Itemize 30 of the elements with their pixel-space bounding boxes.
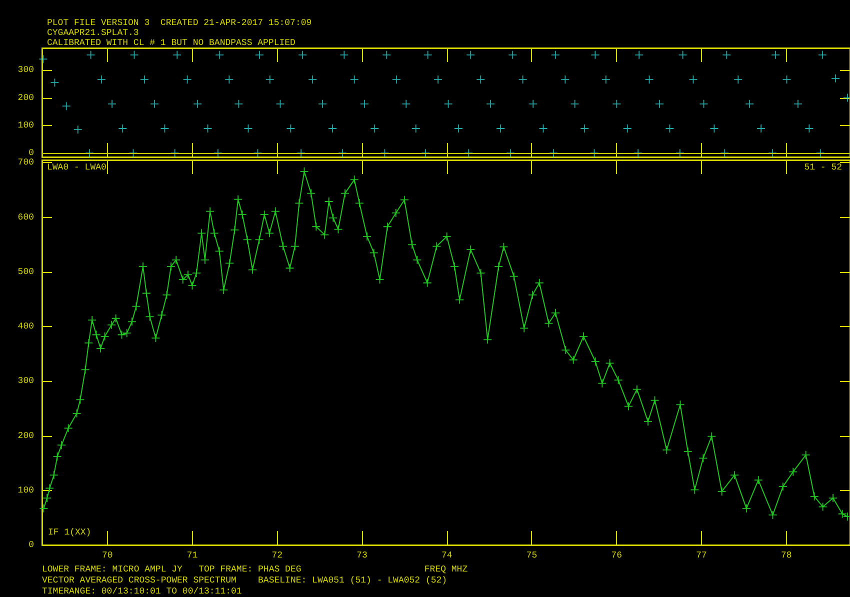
x-tick-label: 70 bbox=[102, 550, 113, 560]
text: LOWER FRAME: MICRO AMPL JY TOP FRAME: PHAS DEG bbox=[42, 564, 302, 574]
text: TIMERANGE: 00/13:10:01 TO 00/13:11:01 bbox=[42, 586, 242, 596]
y-tick-label: 0 bbox=[28, 148, 34, 158]
x-tick-label: 74 bbox=[441, 550, 452, 560]
text: VECTOR AVERAGED CROSS-POWER SPECTRUM BASELINE: LWA051 (51) - LWA052 (52) bbox=[42, 576, 448, 586]
y-tick-label: 200 bbox=[18, 430, 34, 441]
y-tick-label: 500 bbox=[18, 266, 34, 277]
chart-subtitle: CYGAAPR21.SPLAT.3 CALIBRATED WITH CL # 1 BUT NO BANDPASS APPLIED bbox=[47, 28, 296, 48]
annotation: 51 - 52 bbox=[804, 162, 842, 172]
x-tick-label: 76 bbox=[611, 550, 622, 560]
y-tick-label: 100 bbox=[18, 485, 34, 496]
y-tick-label: 700 bbox=[18, 158, 34, 168]
x-tick-label: 72 bbox=[272, 550, 283, 560]
x-tick-label: 73 bbox=[356, 550, 368, 560]
y-tick-label: 300 bbox=[18, 65, 34, 76]
x-tick-label: 78 bbox=[780, 550, 792, 560]
y-tick-label: 600 bbox=[18, 212, 34, 222]
y-tick-label: 200 bbox=[18, 92, 34, 103]
y-tick-label: 0 bbox=[28, 540, 34, 550]
annotation: IF 1(XX) bbox=[48, 528, 92, 538]
chart-title: PLOT FILE VERSION 3 CREATED 21-APR-2017 15:07:09 bbox=[47, 18, 312, 28]
x-tick-label: 75 bbox=[526, 550, 538, 560]
annotation: LWA0 - LWA0 bbox=[47, 162, 106, 172]
y-tick-label: 100 bbox=[18, 120, 34, 130]
x-tick-label: 71 bbox=[186, 550, 198, 560]
x-tick-label: 77 bbox=[696, 550, 707, 560]
x-axis-title: FREQ MHZ bbox=[424, 564, 468, 574]
y-tick-label: 300 bbox=[18, 376, 34, 386]
y-tick-label: 400 bbox=[18, 322, 34, 332]
